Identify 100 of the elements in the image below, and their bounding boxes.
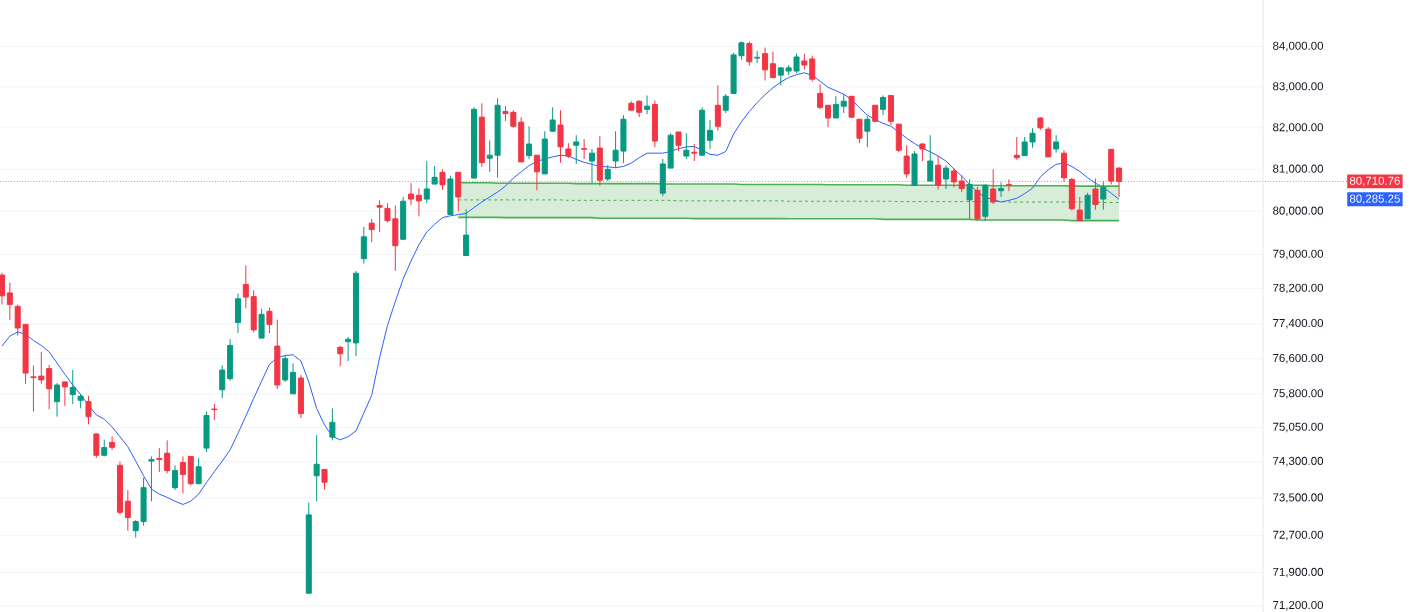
- candlestick: [250, 289, 257, 333]
- candlestick: [604, 164, 611, 182]
- candlestick: [911, 150, 918, 187]
- candlestick: [6, 282, 13, 321]
- y-tick-label: 84,000.00: [1273, 41, 1324, 52]
- candlestick: [179, 455, 186, 494]
- candlestick: [699, 106, 706, 156]
- y-tick-label: 80,000.00: [1273, 206, 1324, 217]
- candlestick: [93, 432, 100, 459]
- candlestick: [463, 208, 470, 257]
- candlestick: [942, 164, 950, 190]
- candlestick: [636, 99, 643, 118]
- candlestick: [1053, 134, 1060, 154]
- y-tick-label: 71,900.00: [1273, 567, 1324, 578]
- y-tick-label: 82,000.00: [1273, 123, 1324, 133]
- candlestick: [644, 94, 651, 115]
- ref-line-label: 80,710.76: [1349, 176, 1400, 187]
- candlestick: [69, 369, 76, 405]
- candlestick: [557, 109, 564, 164]
- candlestick: [864, 115, 871, 148]
- candlestick: [887, 94, 894, 126]
- candlestick: [172, 464, 179, 491]
- candlestick: [101, 439, 108, 457]
- candlestick: [1100, 181, 1107, 211]
- candlestick: [683, 132, 690, 160]
- candlestick: [423, 160, 430, 204]
- candlestick: [290, 362, 297, 395]
- candlestick: [966, 178, 973, 220]
- candlestick: [447, 175, 454, 215]
- y-tick-label: 77,400.00: [1273, 318, 1324, 329]
- candlestick: [675, 131, 682, 152]
- candlestick: [518, 116, 525, 163]
- candlestick: [282, 354, 289, 383]
- candlestick: [927, 134, 934, 182]
- candlestick: [722, 93, 729, 114]
- candlestick: [124, 489, 131, 532]
- candlestick: [345, 336, 352, 362]
- candlestick: [0, 272, 5, 306]
- candlestick: [746, 41, 753, 67]
- candlestick: [77, 393, 84, 409]
- candlestick: [714, 84, 721, 132]
- candlestick: [588, 148, 595, 184]
- candlestick: [817, 83, 824, 110]
- candlestick: [872, 104, 879, 123]
- candlestick: [408, 182, 415, 206]
- candlestick: [109, 435, 116, 451]
- candlestick: [116, 461, 123, 515]
- y-tick-label: 76,600.00: [1273, 353, 1324, 364]
- candlestick: [541, 130, 548, 175]
- y-tick-label: 83,000.00: [1273, 82, 1324, 92]
- candlestick: [573, 134, 580, 165]
- candlestick: [880, 94, 887, 116]
- candlestick: [691, 143, 698, 162]
- y-tick-label: 74,300.00: [1273, 456, 1324, 467]
- candlestick: [297, 374, 304, 419]
- candlestick: [1013, 136, 1020, 161]
- candlestick: [431, 165, 438, 185]
- candlestick: [470, 106, 477, 179]
- candlestick: [415, 187, 422, 217]
- candlestick: [211, 403, 218, 421]
- candlestick: [234, 292, 241, 334]
- candlestick: [1084, 192, 1091, 220]
- candlestick: [376, 199, 383, 233]
- candlestick: [274, 319, 281, 390]
- candlestick: [148, 455, 155, 502]
- candlestick: [840, 93, 847, 114]
- candlestick: [1076, 196, 1083, 222]
- y-tick-label: 75,800.00: [1273, 389, 1324, 399]
- candlestick: [305, 502, 312, 594]
- y-tick-label: 72,700.00: [1273, 530, 1324, 541]
- candlestick: [187, 455, 194, 487]
- candlestick: [478, 102, 485, 168]
- y-tick-label: 73,500.00: [1273, 493, 1324, 503]
- candlestick: [242, 264, 249, 309]
- candlestick: [360, 226, 367, 265]
- y-tick-label: 78,200.00: [1273, 283, 1324, 294]
- candlestick: [195, 457, 202, 485]
- candlestick: [321, 469, 328, 491]
- candlestick: [549, 106, 556, 133]
- candlestick: [754, 50, 761, 64]
- candlestick: [368, 218, 375, 243]
- candlestick: [61, 380, 68, 407]
- candlestick: [982, 183, 989, 222]
- candlestick: [526, 125, 533, 160]
- candlestick: [337, 345, 344, 367]
- candlestick: [227, 338, 234, 382]
- candlestick: [974, 186, 981, 222]
- candlestick: [156, 447, 163, 473]
- candlestick: [628, 100, 635, 111]
- text: 80,285.25: [1349, 194, 1400, 205]
- candlestick: [769, 51, 776, 79]
- candlestick: [258, 308, 265, 339]
- candlestick: [998, 181, 1005, 198]
- candlestick: [400, 196, 407, 240]
- candlestick: [651, 99, 658, 148]
- candlestick: [895, 123, 902, 153]
- candlestick: [352, 270, 359, 357]
- candlestick: [313, 434, 320, 502]
- candlestick: [706, 119, 713, 150]
- candlestick: [832, 95, 839, 119]
